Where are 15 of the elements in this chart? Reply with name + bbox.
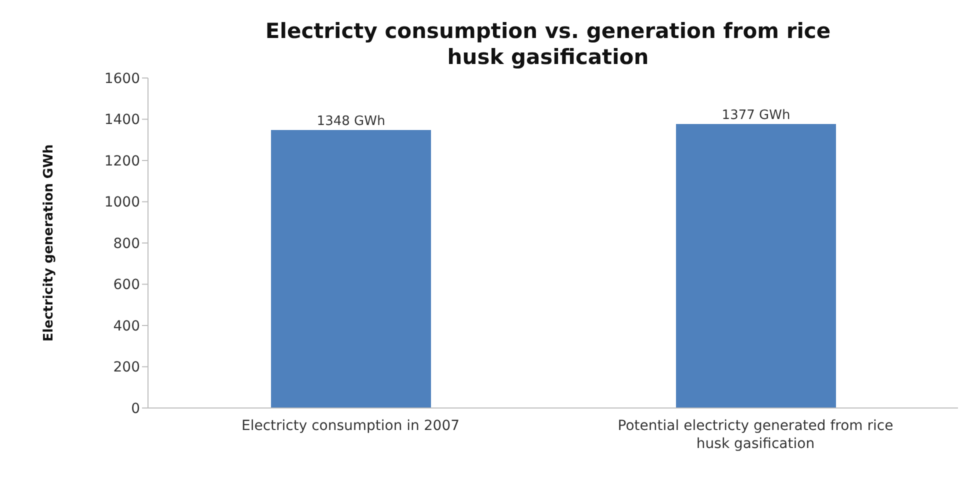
y-axis-title: Electricity generation GWh [42,144,57,342]
y-tick-label: 400 [113,318,140,334]
y-tick-label: 1200 [104,153,140,170]
y-tick-label: 800 [113,236,140,252]
y-tick-label: 600 [113,277,140,294]
y-tick-label: 1000 [104,194,140,211]
y-tick-label: 1600 [104,70,140,87]
data-label: 1348 GWh [316,114,386,129]
x-tick-label: Electricty consumption in 2007 [241,418,460,434]
data-label: 1377 GWh [722,108,790,123]
chart-title: Electricty consumption vs. generation from rice husk gasification [264,18,832,70]
y-tick-label: 200 [113,360,140,376]
x-tick-label: Potential electricty generated from rice husk gasification [618,418,894,452]
y-tick-label: 0 [131,400,140,417]
y-tick-label: 1400 [104,112,140,128]
